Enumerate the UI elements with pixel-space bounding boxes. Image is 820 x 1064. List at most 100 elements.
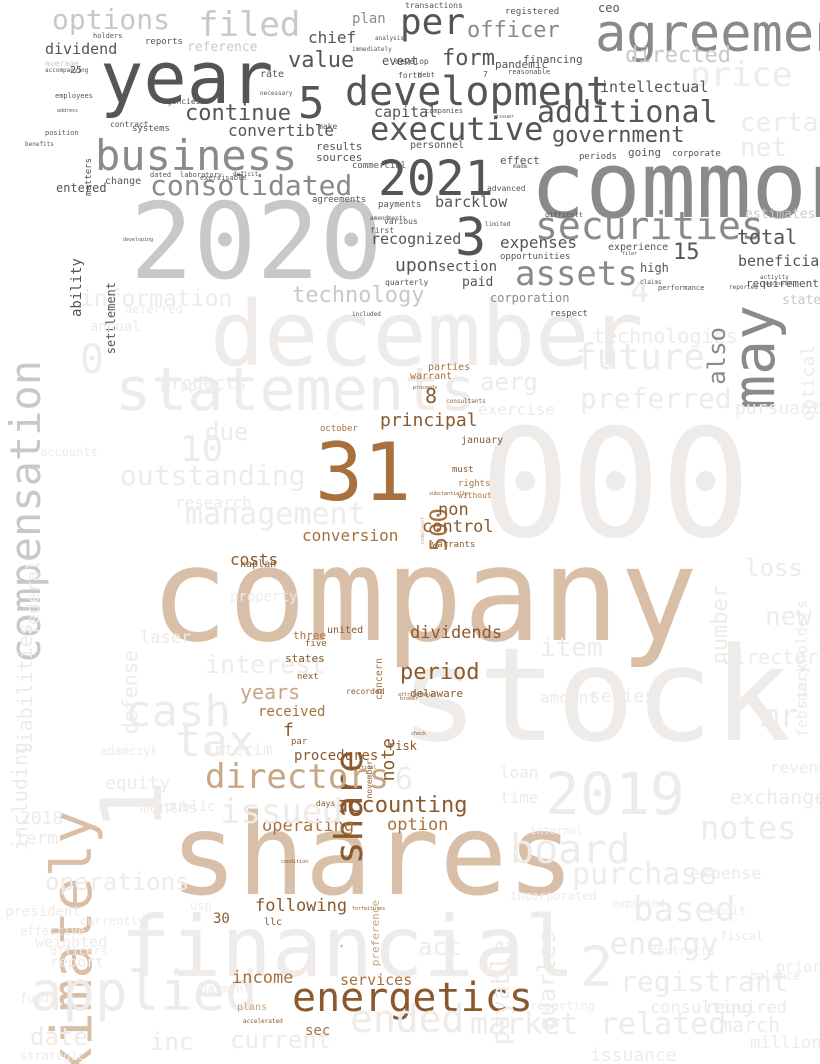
cloud-word: option — [387, 815, 449, 835]
cloud-word: 31 — [315, 426, 412, 519]
cloud-word: property — [230, 589, 298, 605]
cloud-word: energy — [610, 927, 719, 962]
cloud-word: dividend — [45, 40, 118, 58]
cloud-word: principal — [380, 410, 478, 431]
cloud-word: adamczyk — [100, 744, 158, 758]
cloud-word: r — [340, 944, 344, 950]
cloud-word: laboratory — [180, 171, 223, 179]
cloud-word: control — [422, 517, 494, 537]
cloud-word: convertible — [228, 121, 334, 140]
cloud-word: complaint — [420, 517, 426, 545]
cloud-word: make — [318, 122, 338, 131]
cloud-word: securities — [535, 204, 764, 248]
cloud-word: interim — [205, 740, 273, 759]
cloud-word: reports — [145, 37, 183, 47]
cloud-word: change — [105, 176, 142, 187]
cloud-word: analysis — [375, 35, 404, 42]
cloud-word: february — [793, 665, 811, 738]
cloud-word: expected — [612, 897, 665, 910]
cloud-word: event — [382, 54, 419, 68]
cloud-word: aerg — [480, 368, 538, 396]
cloud-word: plan — [352, 11, 386, 27]
cloud-word: services — [340, 971, 413, 989]
cloud-word: currently — [80, 914, 146, 928]
cloud-word: developing — [123, 237, 154, 243]
cloud-word: loan — [500, 763, 539, 782]
cloud-word: pandemic — [495, 58, 548, 71]
cloud-word: filer — [622, 251, 638, 257]
cloud-word: outstanding — [120, 459, 306, 492]
cloud-word: must — [452, 465, 474, 475]
cloud-word: dividends — [410, 623, 503, 643]
cloud-word: activity — [760, 274, 789, 281]
cloud-word: following — [255, 896, 348, 916]
cloud-word: upon — [395, 255, 439, 276]
cloud-word: attributable — [398, 692, 435, 698]
cloud-word: capital — [374, 103, 438, 121]
cloud-word: issued — [220, 792, 343, 832]
cloud-word: 10 — [180, 429, 224, 470]
cloud-word: registered — [505, 7, 560, 17]
cloud-word: series — [590, 686, 656, 707]
cloud-word: year — [100, 36, 274, 120]
cloud-word: reasonable — [508, 68, 551, 76]
cloud-word: address — [57, 108, 79, 114]
cloud-word: financial — [120, 898, 576, 996]
cloud-word: march — [720, 1013, 781, 1037]
cloud-word: revenue — [770, 758, 820, 777]
cloud-word: item — [540, 633, 603, 663]
cloud-word: delaware — [410, 687, 463, 700]
cloud-word: 000 — [480, 398, 751, 572]
cloud-word: 2021 — [378, 151, 494, 207]
cloud-word: entered — [56, 181, 107, 195]
cloud-word: research — [175, 493, 253, 512]
cloud-word: directed — [625, 43, 731, 68]
cloud-word: management — [185, 497, 366, 532]
cloud-word: payable — [486, 940, 515, 1046]
cloud-word: forfeitures — [352, 906, 386, 912]
cloud-word: five — [305, 639, 327, 649]
cloud-word: next — [297, 672, 319, 682]
cloud-word: develop — [395, 57, 429, 66]
cloud-word: deficit — [233, 171, 259, 178]
cloud-word: form — [442, 46, 495, 71]
cloud-word: time — [500, 788, 539, 807]
cloud-word: received — [258, 704, 326, 720]
cloud-word: cash — [125, 686, 231, 737]
cloud-word: necessary — [260, 90, 293, 97]
cloud-word: various — [384, 217, 418, 226]
cloud-word: certain — [740, 108, 820, 138]
cloud-word: pursuant — [735, 398, 820, 419]
cloud-word: contract — [110, 120, 149, 129]
cloud-word: 30 — [213, 911, 230, 927]
cloud-word: accompanying — [45, 67, 89, 74]
cloud-word: included — [352, 311, 381, 318]
cloud-word: including — [8, 742, 32, 851]
cloud-word: experience — [608, 242, 669, 253]
cloud-word: income — [232, 968, 294, 988]
cloud-word: exercise — [478, 400, 556, 419]
cloud-word: 2 — [580, 935, 614, 999]
cloud-word: total — [737, 225, 798, 249]
cloud-word: days — [316, 799, 336, 808]
cloud-word: act — [418, 933, 462, 961]
cloud-word: new — [765, 602, 812, 632]
cloud-word: made — [513, 163, 528, 170]
cloud-word: results — [316, 140, 363, 153]
cloud-word: performance — [658, 284, 705, 292]
cloud-word: united — [327, 625, 364, 636]
cloud-word: may — [720, 305, 788, 410]
cloud-word: broker — [400, 696, 419, 702]
cloud-word: state — [782, 293, 820, 308]
cloud-word: required — [705, 998, 787, 1018]
cloud-word: inc — [150, 1028, 194, 1056]
cloud-word: company — [150, 519, 698, 671]
cloud-word: continue — [185, 101, 291, 126]
cloud-word: barcklow — [435, 193, 508, 211]
cloud-word: per — [400, 2, 466, 43]
cloud-word: liabilities — [13, 623, 37, 756]
cloud-word: expense — [690, 864, 762, 884]
cloud-word: paid — [462, 275, 494, 290]
cloud-word: value — [288, 48, 355, 73]
cloud-word: preferred — [580, 382, 732, 415]
